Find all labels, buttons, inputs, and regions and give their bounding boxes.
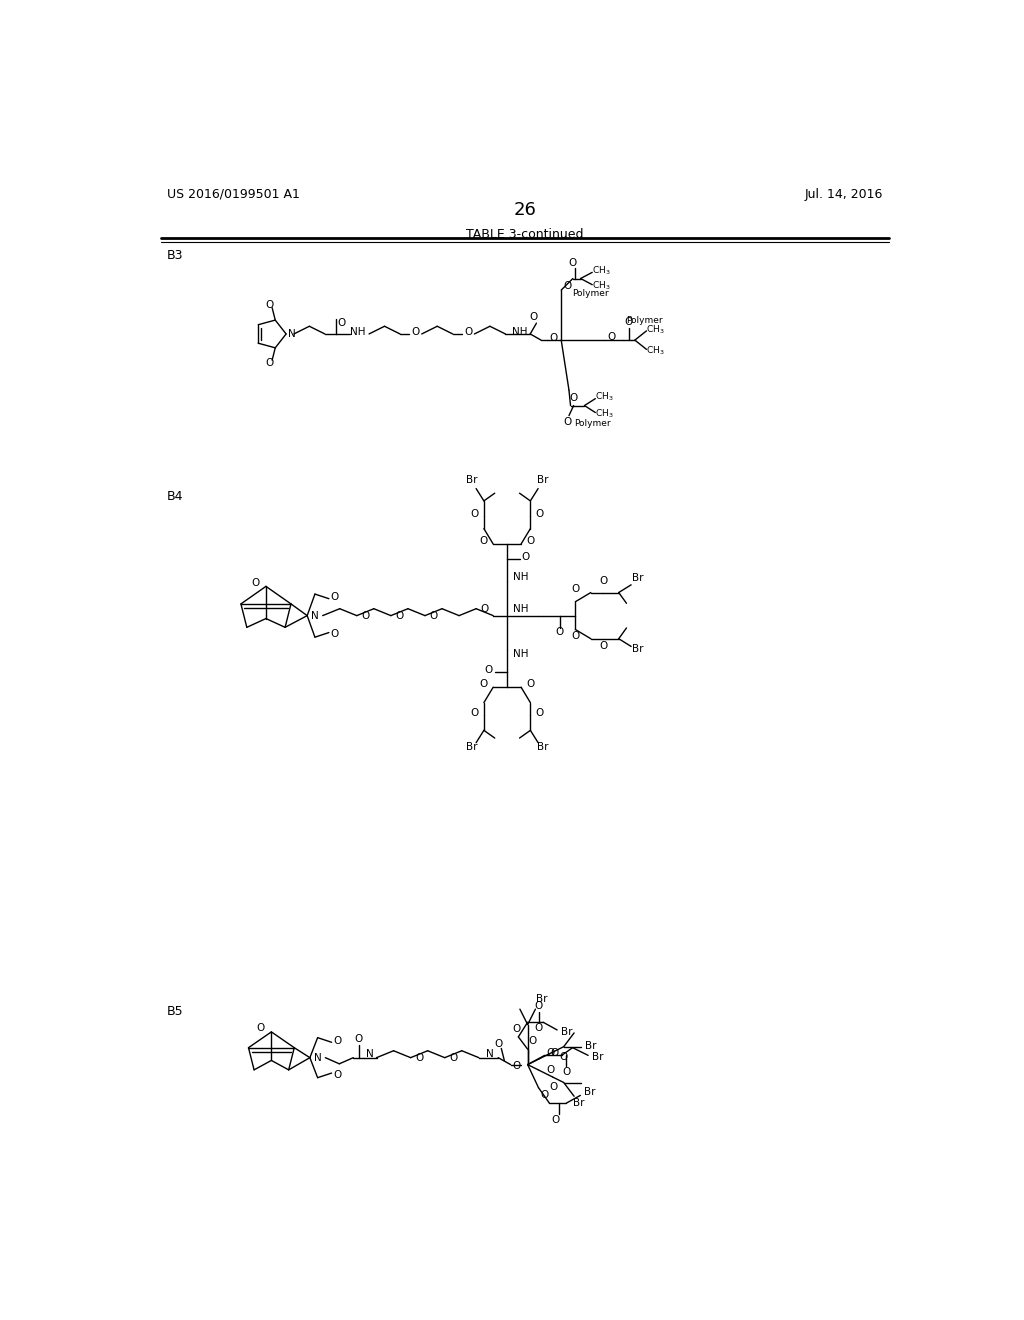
Text: NH: NH (350, 326, 366, 337)
Text: N: N (313, 1052, 322, 1063)
Text: NH: NH (513, 649, 528, 659)
Text: O: O (571, 631, 580, 640)
Text: Br: Br (592, 1052, 603, 1061)
Text: Br: Br (561, 1027, 572, 1038)
Text: O: O (256, 1023, 264, 1034)
Text: O: O (330, 593, 338, 602)
Text: Br: Br (632, 644, 643, 653)
Text: O: O (480, 680, 488, 689)
Text: O: O (535, 1023, 543, 1034)
Text: Br: Br (466, 475, 477, 486)
Text: O: O (599, 640, 607, 651)
Text: B3: B3 (167, 249, 183, 263)
Text: CH$_3$: CH$_3$ (595, 408, 614, 420)
Text: O: O (556, 627, 564, 636)
Text: O: O (599, 576, 607, 586)
Text: Br: Br (466, 742, 477, 751)
Text: O: O (535, 1001, 543, 1011)
Text: O: O (464, 326, 472, 337)
Text: NH: NH (513, 605, 528, 615)
Text: O: O (569, 393, 578, 403)
Text: Br: Br (536, 994, 548, 1005)
Text: Br: Br (632, 573, 643, 583)
Text: CH$_3$: CH$_3$ (646, 323, 665, 335)
Text: O: O (559, 1052, 567, 1061)
Text: O: O (513, 1061, 521, 1071)
Text: Br: Br (572, 1098, 584, 1107)
Text: Br: Br (585, 1041, 597, 1052)
Text: TABLE 3-continued: TABLE 3-continued (466, 227, 584, 240)
Text: O: O (549, 333, 558, 343)
Text: O: O (625, 317, 633, 326)
Text: O: O (513, 1024, 521, 1034)
Text: NH: NH (512, 326, 527, 337)
Text: Polymer: Polymer (627, 315, 664, 325)
Text: CH$_3$: CH$_3$ (646, 345, 665, 358)
Text: O: O (528, 1036, 537, 1047)
Text: N: N (367, 1049, 374, 1059)
Text: N: N (289, 329, 296, 339)
Text: N: N (485, 1049, 494, 1059)
Text: O: O (552, 1115, 560, 1125)
Text: CH$_3$: CH$_3$ (592, 280, 611, 293)
Text: NH: NH (513, 572, 528, 582)
Text: B5: B5 (167, 1006, 183, 1019)
Text: O: O (562, 1068, 570, 1077)
Text: Jul. 14, 2016: Jul. 14, 2016 (805, 187, 883, 201)
Text: O: O (521, 552, 529, 562)
Text: O: O (429, 611, 437, 620)
Text: O: O (550, 1048, 558, 1059)
Text: O: O (415, 1052, 423, 1063)
Text: O: O (265, 358, 273, 368)
Text: Polymer: Polymer (573, 418, 610, 428)
Text: O: O (338, 318, 346, 329)
Text: O: O (484, 664, 493, 675)
Text: O: O (470, 510, 478, 519)
Text: O: O (536, 510, 544, 519)
Text: O: O (546, 1048, 554, 1057)
Text: O: O (470, 708, 478, 718)
Text: O: O (536, 708, 544, 718)
Text: O: O (563, 281, 571, 292)
Text: O: O (450, 1052, 458, 1063)
Text: O: O (480, 603, 488, 614)
Text: Polymer: Polymer (572, 289, 609, 298)
Text: CH$_3$: CH$_3$ (592, 264, 611, 277)
Text: O: O (563, 417, 571, 426)
Text: O: O (546, 1065, 554, 1076)
Text: Br: Br (584, 1088, 595, 1097)
Text: O: O (412, 326, 420, 337)
Text: O: O (251, 578, 259, 587)
Text: O: O (395, 611, 403, 620)
Text: O: O (571, 585, 580, 594)
Text: B4: B4 (167, 490, 183, 503)
Text: US 2016/0199501 A1: US 2016/0199501 A1 (167, 187, 300, 201)
Text: O: O (330, 630, 338, 639)
Text: O: O (480, 536, 488, 546)
Text: O: O (361, 611, 370, 620)
Text: O: O (549, 1082, 557, 1092)
Text: O: O (334, 1036, 342, 1045)
Text: O: O (568, 259, 577, 268)
Text: N: N (311, 611, 318, 620)
Text: CH$_3$: CH$_3$ (595, 391, 614, 404)
Text: O: O (265, 300, 273, 310)
Text: O: O (494, 1039, 503, 1049)
Text: Br: Br (537, 475, 549, 486)
Text: O: O (334, 1069, 342, 1080)
Text: O: O (529, 312, 538, 322)
Text: O: O (526, 680, 535, 689)
Text: O: O (607, 333, 615, 342)
Text: 26: 26 (513, 201, 537, 219)
Text: Br: Br (537, 742, 549, 751)
Text: O: O (354, 1034, 362, 1044)
Text: O: O (541, 1090, 549, 1101)
Text: O: O (526, 536, 535, 546)
